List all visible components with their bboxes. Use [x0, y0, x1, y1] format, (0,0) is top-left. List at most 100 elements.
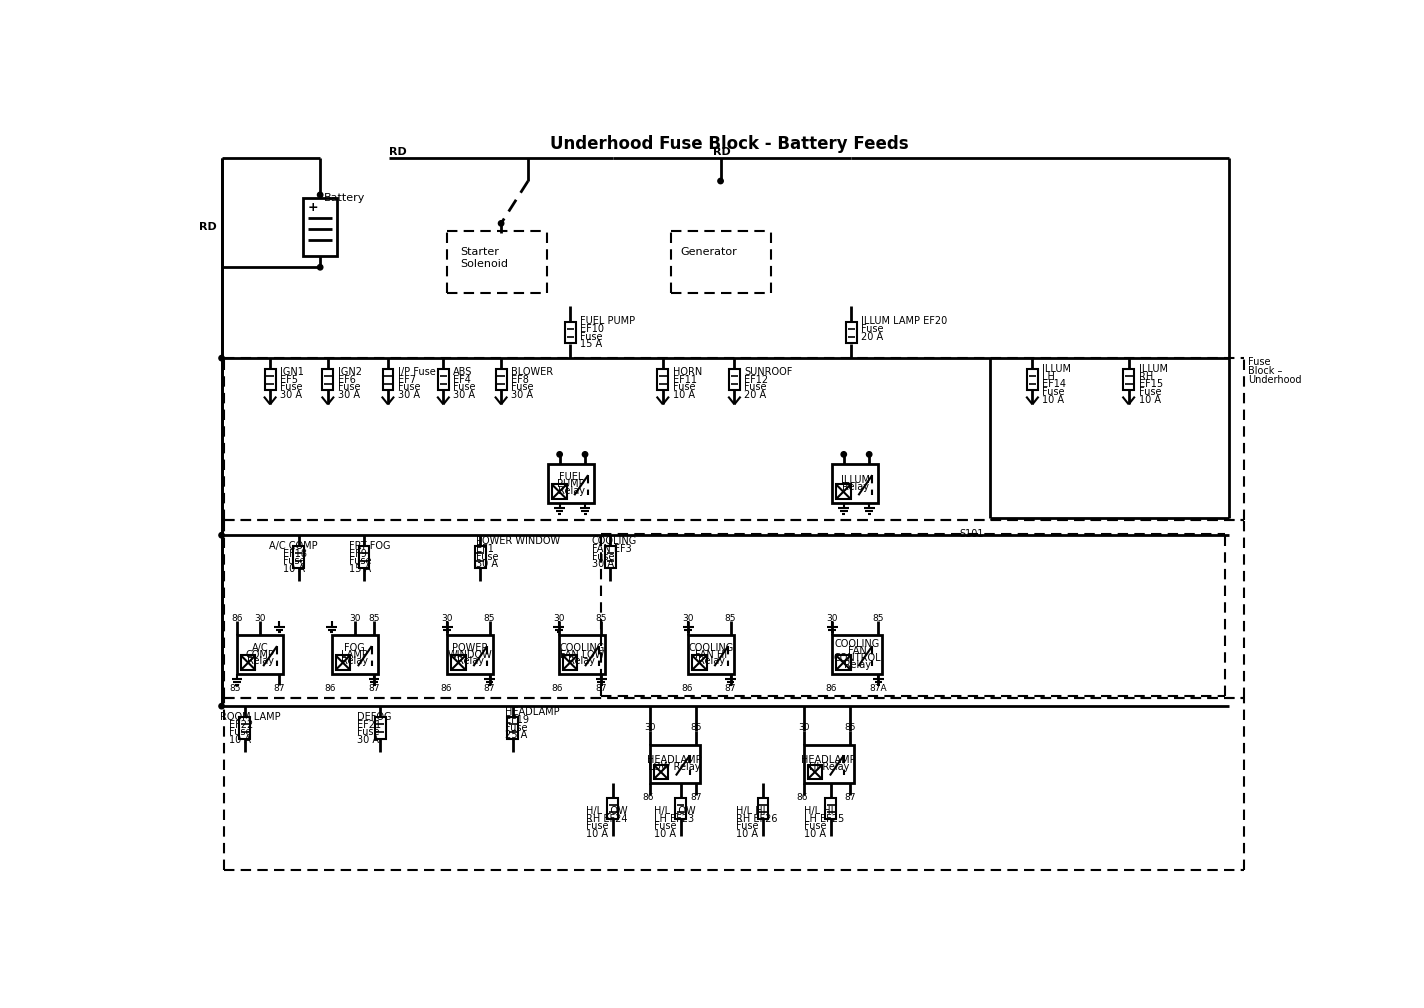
Text: 85: 85: [484, 614, 496, 623]
Text: Fuse: Fuse: [229, 728, 252, 737]
Text: 30 A: 30 A: [357, 735, 379, 745]
Text: Fuse: Fuse: [862, 324, 884, 334]
Bar: [293, 546, 303, 568]
Bar: [496, 369, 507, 390]
Text: Fuse: Fuse: [397, 382, 420, 392]
Text: 30: 30: [797, 723, 809, 732]
Text: Relay: Relay: [842, 482, 869, 492]
Text: 85: 85: [229, 684, 241, 692]
Text: EF19: EF19: [506, 715, 528, 725]
Text: 87: 87: [369, 684, 380, 692]
Text: Battery: Battery: [325, 193, 366, 203]
Text: FAN EF3: FAN EF3: [592, 544, 632, 554]
Text: ILLUM: ILLUM: [1042, 364, 1071, 374]
Bar: [565, 322, 575, 344]
Bar: [548, 465, 594, 503]
Bar: [558, 635, 605, 673]
Circle shape: [718, 178, 723, 183]
Text: Relay: Relay: [568, 656, 595, 666]
Text: PUMP: PUMP: [557, 479, 585, 489]
Text: Generator: Generator: [681, 247, 738, 257]
Text: Fuse: Fuse: [1042, 387, 1065, 397]
Bar: [236, 635, 283, 673]
Bar: [507, 717, 518, 739]
Text: SUNROOF: SUNROOF: [745, 367, 793, 377]
Text: HORN: HORN: [672, 367, 702, 377]
Circle shape: [498, 221, 504, 226]
Text: 10 A: 10 A: [672, 390, 695, 400]
Circle shape: [557, 452, 562, 457]
Bar: [807, 765, 822, 779]
Text: 87: 87: [595, 684, 607, 692]
Text: HEADLAMP: HEADLAMP: [506, 708, 560, 718]
Circle shape: [219, 356, 225, 361]
Text: Fuse: Fuse: [477, 551, 498, 561]
Text: 85: 85: [873, 614, 884, 623]
Text: 87: 87: [844, 793, 856, 802]
Bar: [359, 546, 369, 568]
Bar: [836, 485, 850, 499]
Bar: [451, 655, 466, 670]
Text: EF22: EF22: [229, 720, 253, 730]
Text: Block –: Block –: [1247, 366, 1283, 376]
Text: 30: 30: [826, 614, 837, 623]
Text: 85: 85: [725, 614, 736, 623]
Text: 15 A: 15 A: [349, 564, 370, 575]
Text: 87: 87: [273, 684, 285, 692]
Text: 15 A: 15 A: [581, 340, 602, 349]
Text: HI Relay: HI Relay: [809, 762, 849, 772]
Text: EF4: EF4: [453, 375, 471, 385]
Text: ILLUM: ILLUM: [840, 475, 870, 485]
Text: RH EF26: RH EF26: [736, 813, 778, 824]
Text: 86: 86: [796, 793, 807, 802]
Bar: [649, 745, 699, 783]
Bar: [336, 655, 350, 670]
Text: 10 A: 10 A: [654, 829, 675, 839]
Text: DEFOG: DEFOG: [357, 712, 392, 722]
Text: FAN: FAN: [847, 646, 867, 656]
Text: 30: 30: [255, 614, 266, 623]
Text: 87: 87: [484, 684, 496, 692]
Text: H/L LOW: H/L LOW: [585, 805, 628, 815]
Text: HEADLAMP: HEADLAMP: [802, 755, 856, 765]
Text: 85: 85: [369, 614, 380, 623]
Bar: [692, 655, 706, 670]
Text: 86: 86: [824, 684, 836, 692]
Text: Fuse: Fuse: [654, 822, 676, 832]
Text: EF5: EF5: [281, 375, 298, 385]
Text: ABS: ABS: [453, 367, 473, 377]
Text: H/L LOW: H/L LOW: [654, 805, 695, 815]
Text: LOW Relay: LOW Relay: [648, 762, 701, 772]
Circle shape: [219, 532, 225, 538]
Text: EF9: EF9: [349, 548, 366, 558]
Text: EF1: EF1: [477, 544, 494, 554]
Text: 20 A: 20 A: [745, 390, 766, 400]
Bar: [846, 322, 857, 344]
Text: Relay: Relay: [698, 656, 725, 666]
Text: FOG: FOG: [345, 643, 365, 652]
Bar: [832, 635, 883, 673]
Text: H/L HI: H/L HI: [803, 805, 833, 815]
Text: I/P Fuse: I/P Fuse: [397, 367, 436, 377]
Text: 30: 30: [682, 614, 693, 623]
Text: 87: 87: [725, 684, 736, 692]
Text: 10 A: 10 A: [585, 829, 608, 839]
Bar: [476, 546, 486, 568]
Text: Fuse: Fuse: [357, 728, 380, 737]
Text: ILLUM: ILLUM: [1139, 364, 1168, 374]
Text: FRT FOG: FRT FOG: [349, 541, 390, 551]
Bar: [553, 485, 567, 499]
Text: Relay: Relay: [844, 660, 870, 670]
Text: FAN LOW: FAN LOW: [560, 649, 604, 659]
Text: LH EF25: LH EF25: [803, 813, 844, 824]
Bar: [803, 745, 854, 783]
Text: EF7: EF7: [397, 375, 416, 385]
Text: +: +: [308, 202, 319, 215]
Text: COOLING: COOLING: [592, 536, 637, 546]
Text: Fuse: Fuse: [511, 382, 534, 392]
Text: 86: 86: [551, 684, 562, 692]
Text: 30 A: 30 A: [453, 390, 476, 400]
Text: 30 A: 30 A: [477, 559, 498, 570]
Text: 86: 86: [231, 614, 242, 623]
Text: ROOM LAMP: ROOM LAMP: [221, 712, 281, 722]
